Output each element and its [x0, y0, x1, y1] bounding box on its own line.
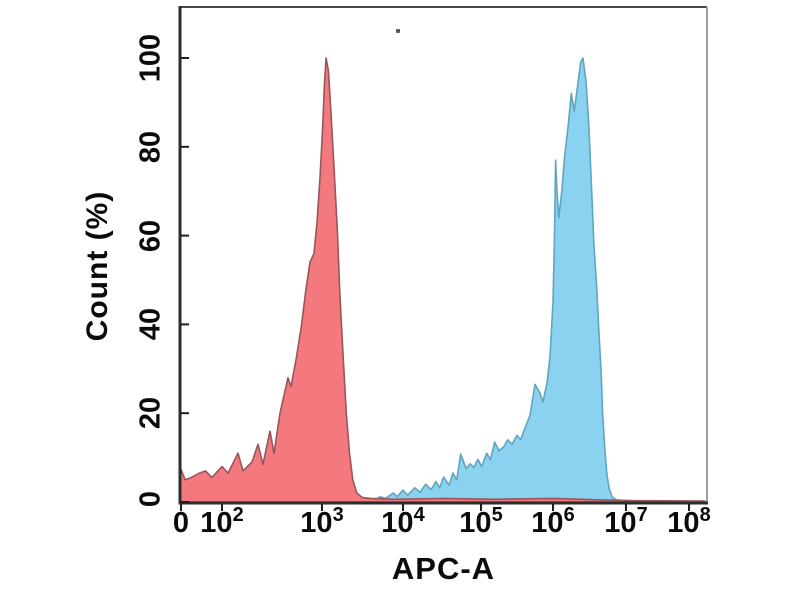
x-tick-exponent: 8 — [699, 504, 711, 526]
y-tick-label: 100 — [134, 33, 167, 83]
y-tick-label: 80 — [134, 130, 167, 163]
x-tick-exponent: 6 — [563, 504, 575, 526]
x-tick-exponent: 7 — [636, 504, 648, 526]
x-tick-label: 104 — [381, 504, 425, 539]
blue-histogram-curve — [372, 57, 706, 503]
y-axis-title: Count (%) — [81, 190, 114, 342]
x-tick-label: 108 — [667, 504, 711, 539]
x-tick-label: 105 — [459, 504, 503, 539]
red-histogram-curve — [179, 57, 706, 503]
y-tick-label: 20 — [134, 397, 167, 430]
x-tick-label: 106 — [531, 504, 575, 539]
x-tick-label: 0 — [172, 507, 190, 539]
y-tick-label: 40 — [134, 308, 167, 341]
x-tick-exponent: 4 — [413, 504, 425, 526]
x-tick-label: 103 — [300, 504, 344, 539]
y-tick-label: 0 — [134, 490, 167, 508]
y-tick-label: 60 — [134, 219, 167, 252]
x-tick-label: 102 — [200, 504, 244, 539]
x-tick-label: 107 — [604, 504, 648, 539]
x-axis-title: APC-A — [391, 551, 496, 586]
x-tick-exponent: 3 — [332, 504, 344, 526]
x-tick-exponent: 2 — [232, 504, 244, 526]
artifact-dot — [396, 29, 400, 33]
x-tick-exponent: 5 — [491, 504, 503, 526]
